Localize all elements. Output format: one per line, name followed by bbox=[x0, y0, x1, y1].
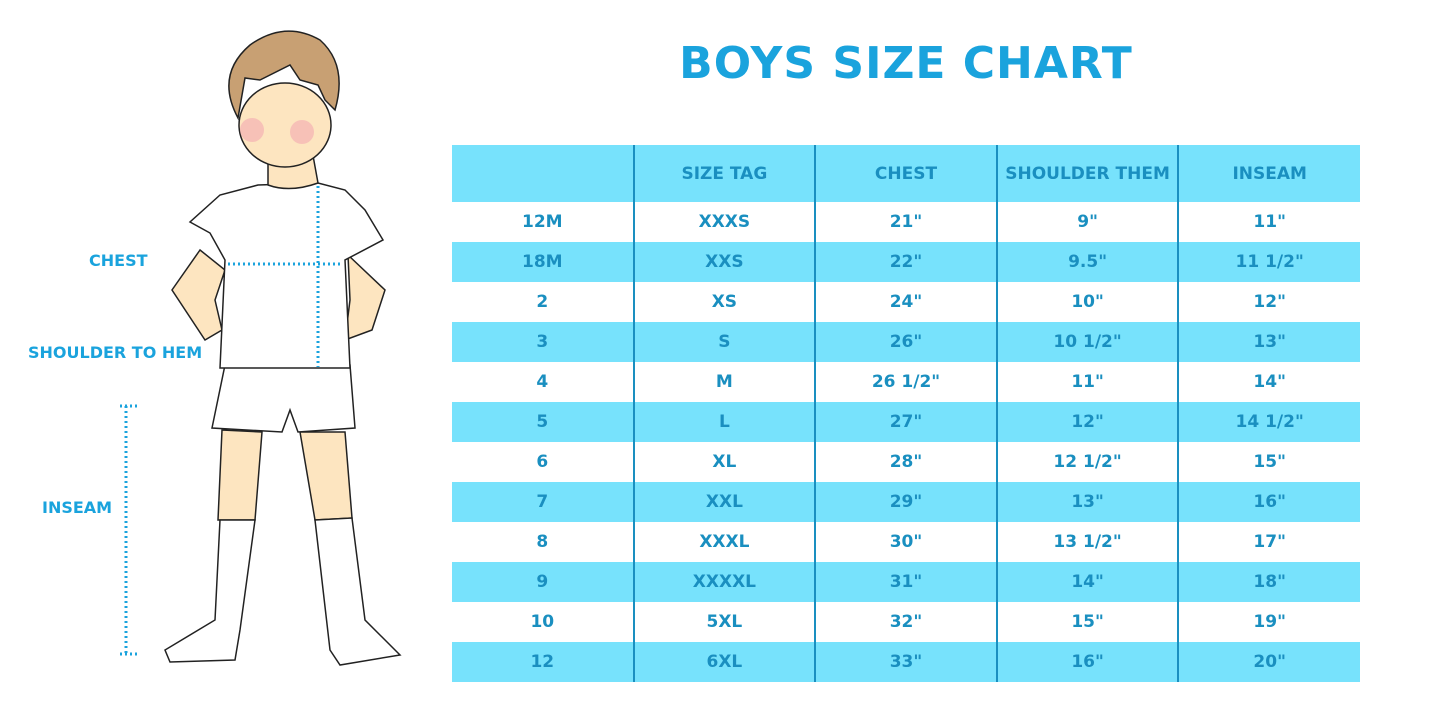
table-header-row: SIZE TAG CHEST SHOULDER THEM INSEAM bbox=[452, 145, 1360, 202]
table-cell: 3 bbox=[452, 322, 634, 362]
table-cell: 28" bbox=[814, 442, 997, 482]
table-cell: XXXXL bbox=[632, 562, 816, 602]
table-row: 6 XL 28" 12 1/2" 15" bbox=[452, 442, 1360, 482]
table-cell: 14" bbox=[995, 562, 1179, 602]
table-cell: 26" bbox=[814, 322, 997, 362]
table-cell: 24" bbox=[814, 282, 997, 322]
table-cell: 11" bbox=[1177, 202, 1360, 242]
table-cell: 10" bbox=[995, 282, 1179, 322]
table-cell: 12 1/2" bbox=[995, 442, 1179, 482]
table-row: 9 XXXXL 31" 14" 18" bbox=[452, 562, 1360, 602]
table-cell: 12" bbox=[1177, 282, 1360, 322]
table-cell: 19" bbox=[1177, 602, 1360, 642]
table-cell: 2 bbox=[536, 292, 549, 312]
table-cell: 12M bbox=[522, 212, 563, 232]
table-cell: 15" bbox=[1177, 442, 1360, 482]
column-header: CHEST bbox=[814, 145, 997, 202]
table-cell: 4 bbox=[536, 372, 549, 392]
table-cell: S bbox=[632, 322, 816, 362]
table-cell: 18" bbox=[1177, 562, 1360, 602]
table-cell: 11 1/2" bbox=[1177, 242, 1360, 282]
table-cell: 9 bbox=[452, 562, 634, 602]
table-cell: 13" bbox=[995, 482, 1179, 522]
column-header: SHOULDER THEM bbox=[995, 145, 1179, 202]
table-cell: 11" bbox=[995, 362, 1179, 402]
inseam-label: INSEAM bbox=[42, 498, 113, 517]
table-row: 8 XXXL 30" 13 1/2" 17" bbox=[452, 522, 1360, 562]
table-cell: 5XL bbox=[632, 602, 816, 642]
table-row: 10 5XL 32" 15" 19" bbox=[452, 602, 1360, 642]
table-row: 18M XXS 22" 9.5" 11 1/2" bbox=[452, 242, 1360, 282]
table-cell: 14 1/2" bbox=[1177, 402, 1360, 442]
table-cell: 29" bbox=[814, 482, 997, 522]
table-cell: 32" bbox=[814, 602, 997, 642]
column-header: SIZE TAG bbox=[632, 145, 816, 202]
table-cell: 6XL bbox=[632, 642, 816, 682]
table-row: 3 S 26" 10 1/2" 13" bbox=[452, 322, 1360, 362]
table-cell: 26 1/2" bbox=[814, 362, 997, 402]
table-cell: 5 bbox=[452, 402, 634, 442]
table-cell: M bbox=[632, 362, 816, 402]
table-cell: L bbox=[632, 402, 816, 442]
table-cell: 9" bbox=[995, 202, 1179, 242]
table-cell: 13 1/2" bbox=[995, 522, 1179, 562]
table-row: 7 XXL 29" 13" 16" bbox=[452, 482, 1360, 522]
table-row: 12M XXXS 21" 9" 11" bbox=[452, 202, 1360, 242]
table-cell: 10 1/2" bbox=[995, 322, 1179, 362]
table-cell: 33" bbox=[814, 642, 997, 682]
table-cell: 27" bbox=[814, 402, 997, 442]
table-cell: 21" bbox=[814, 202, 997, 242]
table-cell: XL bbox=[632, 442, 816, 482]
column-header bbox=[452, 145, 634, 202]
table-cell: 8 bbox=[536, 532, 549, 552]
table-cell: 13" bbox=[1177, 322, 1360, 362]
table-cell: 31" bbox=[814, 562, 997, 602]
table-cell: 10 bbox=[530, 612, 555, 632]
table-cell: 18M bbox=[452, 242, 634, 282]
table-cell: XS bbox=[632, 282, 816, 322]
table-cell: 16" bbox=[1177, 482, 1360, 522]
table-cell: XXXL bbox=[632, 522, 816, 562]
table-cell: 12 bbox=[452, 642, 634, 682]
table-cell: 6 bbox=[536, 452, 549, 472]
table-cell: 7 bbox=[452, 482, 634, 522]
size-chart-table: SIZE TAG CHEST SHOULDER THEM INSEAM 12M XXXS… bbox=[452, 145, 1360, 682]
page-title: BOYS SIZE CHART bbox=[679, 38, 1133, 89]
table-cell: XXL bbox=[632, 482, 816, 522]
table-cell: 20" bbox=[1177, 642, 1360, 682]
table-cell: 17" bbox=[1177, 522, 1360, 562]
table-cell: 30" bbox=[814, 522, 997, 562]
table-cell: 9.5" bbox=[995, 242, 1179, 282]
table-cell: 14" bbox=[1177, 362, 1360, 402]
table-row: 5 L 27" 12" 14 1/2" bbox=[452, 402, 1360, 442]
table-cell: 15" bbox=[995, 602, 1179, 642]
table-row: 2 XS 24" 10" 12" bbox=[452, 282, 1360, 322]
table-cell: 12" bbox=[995, 402, 1179, 442]
table-cell: 16" bbox=[995, 642, 1179, 682]
shoulder-to-hem-label: SHOULDER TO HEM bbox=[28, 343, 203, 362]
table-cell: 22" bbox=[814, 242, 997, 282]
table-row: 12 6XL 33" 16" 20" bbox=[452, 642, 1360, 682]
table-cell: XXS bbox=[632, 242, 816, 282]
column-header: INSEAM bbox=[1177, 145, 1360, 202]
table-cell: XXXS bbox=[632, 202, 816, 242]
boy-illustration bbox=[120, 30, 402, 666]
table-row: 4 M 26 1/2" 11" 14" bbox=[452, 362, 1360, 402]
chest-label: CHEST bbox=[89, 251, 148, 270]
